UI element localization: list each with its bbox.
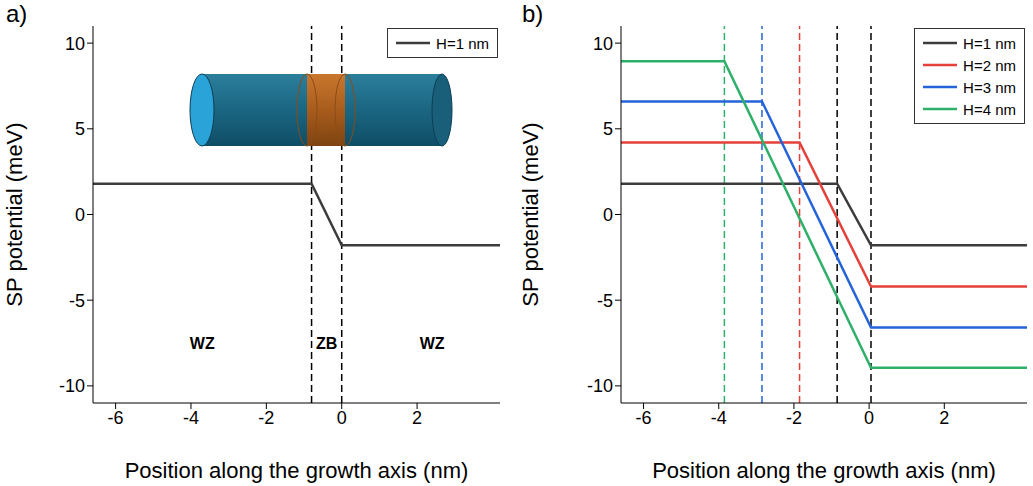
svg-text:Position along the growth axis: Position along the growth axis (nm) xyxy=(125,458,469,483)
svg-text:-5: -5 xyxy=(69,291,85,311)
html-text:H=1 nm: H=1 nm xyxy=(963,34,1016,52)
svg-text:-2: -2 xyxy=(258,408,274,428)
svg-text:-2: -2 xyxy=(786,408,802,428)
html-text:H=2 nm: H=2 nm xyxy=(963,56,1016,74)
svg-text:-6: -6 xyxy=(108,408,124,428)
svg-text:0: 0 xyxy=(864,408,874,428)
svg-text:5: 5 xyxy=(75,119,85,139)
svg-text:-4: -4 xyxy=(183,408,199,428)
svg-text:WZ: WZ xyxy=(190,335,215,352)
svg-text:5: 5 xyxy=(603,119,613,139)
html-text:b): b) xyxy=(522,0,544,27)
svg-text:-10: -10 xyxy=(59,376,85,396)
svg-text:-4: -4 xyxy=(711,408,727,428)
svg-text:-6: -6 xyxy=(636,408,652,428)
svg-text:10: 10 xyxy=(593,34,613,54)
html-text:H=3 nm: H=3 nm xyxy=(963,78,1016,96)
svg-text:SP potential (meV): SP potential (meV) xyxy=(518,122,543,306)
svg-text:0: 0 xyxy=(75,205,85,225)
svg-text:WZ: WZ xyxy=(420,335,445,352)
svg-text:0: 0 xyxy=(337,408,347,428)
svg-text:SP potential (meV): SP potential (meV) xyxy=(2,122,27,306)
svg-text:2: 2 xyxy=(412,408,422,428)
html-text:H=1 nm: H=1 nm xyxy=(436,34,489,52)
svg-text:0: 0 xyxy=(603,205,613,225)
html-text:H=4 nm: H=4 nm xyxy=(963,100,1016,118)
svg-text:Position along the growth axis: Position along the growth axis (nm) xyxy=(652,458,996,483)
svg-text:10: 10 xyxy=(65,34,85,54)
svg-text:-10: -10 xyxy=(587,376,613,396)
svg-text:2: 2 xyxy=(939,408,949,428)
html-text:a): a) xyxy=(6,0,28,27)
svg-text:ZB: ZB xyxy=(316,335,337,352)
svg-text:-5: -5 xyxy=(597,291,613,311)
